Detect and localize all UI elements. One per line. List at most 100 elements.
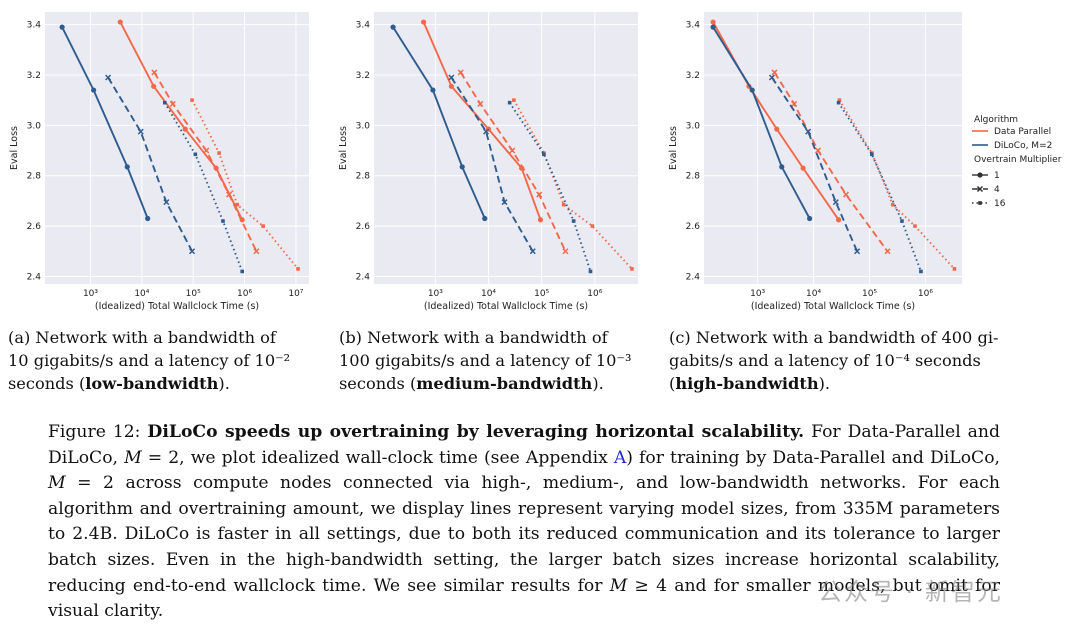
series-line <box>712 26 811 219</box>
data-point <box>749 87 755 93</box>
watermark: 公众号 · 新智元 <box>818 578 1003 606</box>
data-point <box>477 100 484 107</box>
data-point <box>562 248 569 255</box>
data-point <box>590 224 595 228</box>
data-point <box>913 224 917 228</box>
legend-label: Data Parallel <box>994 127 1051 137</box>
math-m-2: M <box>48 473 66 494</box>
y-tick-label: 3.4 <box>356 21 371 31</box>
plot-area <box>45 12 309 284</box>
legend-label: DiLoCo, M=2 <box>994 141 1052 151</box>
legend-marker <box>978 201 982 205</box>
y-tick-label: 2.4 <box>27 272 42 282</box>
y-tick-label: 2.4 <box>686 272 701 282</box>
series-line <box>61 26 149 219</box>
figure-charts: 2.4 2.6 2.8 3.0 3.2 3.4 10³ 10⁴ 10⁵ 10⁶ 10⁷ (Ideali… <box>9 12 1062 312</box>
y-tick-label: 2.4 <box>356 272 371 282</box>
data-point <box>835 217 842 223</box>
x-tick-label: 10⁴ <box>481 289 496 299</box>
series-line <box>392 26 486 219</box>
caption-a-line3-post: ). <box>218 374 230 393</box>
x-tick-label: 10⁶ <box>918 289 933 299</box>
caption-c-exponent: 10⁻⁴ <box>874 351 910 370</box>
plot-area <box>704 12 962 284</box>
data-point <box>390 24 396 30</box>
data-point <box>145 215 151 222</box>
data-point <box>420 19 427 25</box>
y-tick-label: 3.0 <box>356 121 371 131</box>
x-tick-label: 10³ <box>428 289 443 299</box>
data-point <box>189 248 196 255</box>
y-tick-label: 2.8 <box>686 172 701 182</box>
data-point <box>163 199 170 206</box>
legend-title-multiplier: Overtrain Multiplier <box>974 155 1062 165</box>
data-point <box>561 202 566 207</box>
data-point <box>193 152 198 157</box>
y-axis-label: Eval Loss <box>668 126 679 170</box>
caption-b-line2: 100 gigabits/s and a latency of <box>339 351 596 370</box>
data-point <box>221 219 225 223</box>
data-point <box>501 199 508 206</box>
x-tick-label: 10³ <box>83 289 98 299</box>
data-point <box>182 126 188 132</box>
y-tick-label: 3.2 <box>686 71 700 81</box>
caption-c-line3-post: ). <box>818 374 831 393</box>
appendix-link[interactable]: A <box>613 447 627 468</box>
figure-caption-text-4: = 2 across compute nodes connected via h… <box>48 473 1000 596</box>
data-point <box>448 83 454 89</box>
y-tick-label: 3.2 <box>27 71 41 81</box>
caption-b-line1: (b) Network with a bandwidth of <box>339 328 608 347</box>
data-point <box>482 215 488 222</box>
data-point <box>890 202 895 207</box>
x-tick-label: 10⁷ <box>288 289 303 299</box>
data-point <box>768 74 775 81</box>
caption-a-line1: (a) Network with a bandwidth of <box>8 328 276 347</box>
caption-c-line3-pre: ( <box>669 374 676 393</box>
data-point <box>774 126 780 132</box>
data-point <box>842 191 850 198</box>
data-point <box>630 267 634 271</box>
caption-c-line2-post: seconds <box>909 351 981 370</box>
data-point <box>151 83 157 89</box>
panel-b: 2.4 2.6 2.8 3.0 3.2 3.4 10³ 10⁴ 10⁵ 10⁶ (Idealized… <box>338 12 638 312</box>
legend-label: 16 <box>994 199 1006 209</box>
data-point <box>137 128 144 135</box>
data-point <box>151 69 158 76</box>
data-point <box>509 147 516 154</box>
y-tick-label: 3.4 <box>27 21 42 31</box>
x-axis-label: (Idealized) Total Wallclock Time (s) <box>95 301 259 312</box>
y-tick-label: 3.0 <box>27 121 42 131</box>
data-point <box>800 165 806 171</box>
math-m-1: M <box>124 447 142 468</box>
caption-c-line2: gabits/s and a latency of <box>669 351 875 370</box>
y-tick-label: 3.4 <box>686 21 701 31</box>
data-point <box>448 74 455 81</box>
data-point <box>430 87 436 93</box>
data-point <box>296 267 300 271</box>
panel-a: 2.4 2.6 2.8 3.0 3.2 3.4 10³ 10⁴ 10⁵ 10⁶ 10⁷ (Ideali… <box>9 12 309 312</box>
figure-caption-text-1: For Data-Parallel and DiLoCo, <box>48 422 1000 468</box>
data-point <box>117 19 123 25</box>
x-tick-label: 10³ <box>750 289 765 299</box>
data-point <box>710 24 716 30</box>
series-line <box>771 76 858 252</box>
data-point <box>571 219 576 223</box>
figure-caption-bold: DiLoCo speeds up overtraining by leverag… <box>147 422 805 442</box>
caption-b: (b) Network with a bandwidth of 100 giga… <box>339 326 659 395</box>
data-point <box>253 248 260 255</box>
data-point <box>529 248 536 255</box>
data-point <box>900 219 904 223</box>
data-point <box>542 152 546 157</box>
series-line <box>450 76 534 252</box>
data-point <box>507 100 512 105</box>
plot-area <box>374 12 638 284</box>
data-point <box>226 191 233 198</box>
y-tick-label: 3.2 <box>356 71 370 81</box>
x-tick-label: 10⁵ <box>534 289 549 299</box>
x-tick-label: 10⁵ <box>862 289 877 299</box>
data-point <box>805 128 812 135</box>
data-point <box>190 98 194 102</box>
y-tick-label: 2.8 <box>27 172 42 182</box>
caption-b-line3-post: ). <box>592 374 604 393</box>
data-point <box>512 98 516 102</box>
